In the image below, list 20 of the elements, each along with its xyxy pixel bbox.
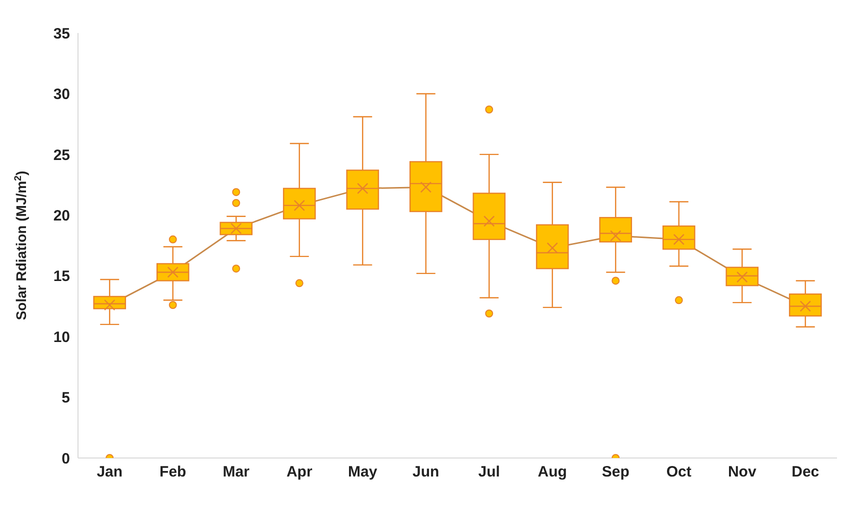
x-tick-label: Sep bbox=[602, 464, 630, 481]
x-tick-label: Nov bbox=[728, 464, 757, 481]
y-tick-label: 25 bbox=[53, 146, 70, 164]
y-tick-label: 20 bbox=[53, 207, 70, 224]
x-tick-label: Oct bbox=[666, 464, 692, 481]
x-tick-label: Mar bbox=[222, 464, 250, 481]
x-tick-label: Jan bbox=[96, 464, 123, 481]
x-tick-label: May bbox=[348, 464, 378, 481]
y-tick-label: 10 bbox=[53, 328, 70, 346]
x-tick-label: Jul bbox=[478, 464, 500, 481]
y-tick-label: 0 bbox=[62, 450, 70, 468]
x-tick-label: Feb bbox=[160, 464, 186, 481]
x-tick-label: Jun bbox=[412, 464, 440, 481]
y-tick-label: 5 bbox=[62, 390, 70, 407]
x-tick-label: Dec bbox=[792, 464, 820, 481]
y-tick-label: 30 bbox=[53, 86, 70, 104]
x-tick-label: Apr bbox=[286, 464, 312, 481]
y-tick-label: 15 bbox=[53, 268, 70, 286]
y-tick-label: 35 bbox=[53, 25, 70, 42]
x-tick-label: Aug bbox=[538, 464, 567, 481]
